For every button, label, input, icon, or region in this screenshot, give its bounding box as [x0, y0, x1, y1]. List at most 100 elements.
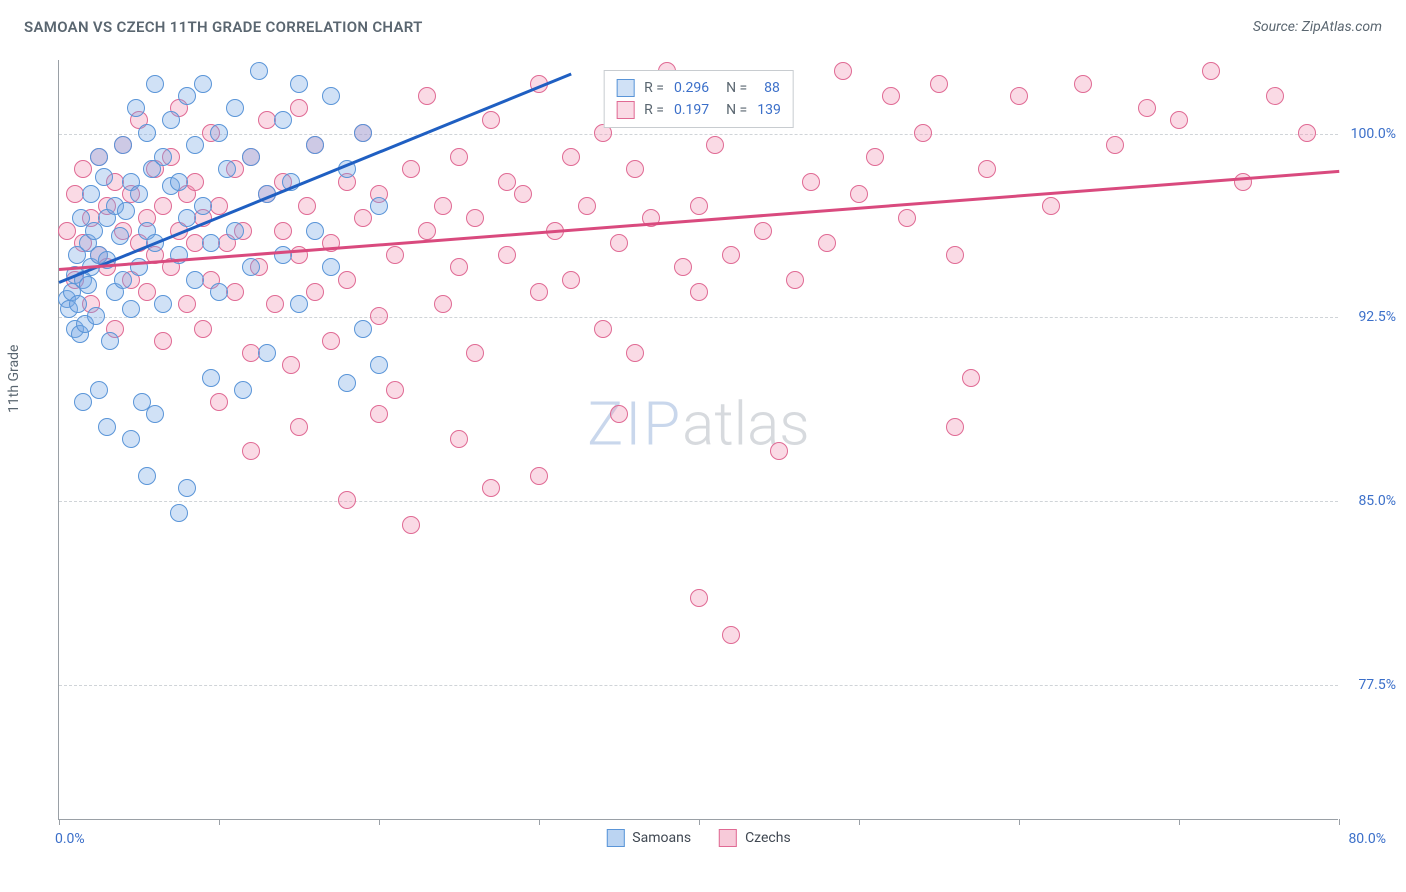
scatter-point	[154, 197, 172, 215]
scatter-point	[674, 258, 692, 276]
scatter-point	[138, 467, 156, 485]
scatter-point	[58, 222, 76, 240]
scatter-point	[418, 222, 436, 240]
scatter-point	[514, 185, 532, 203]
scatter-point	[610, 234, 628, 252]
scatter-point	[706, 136, 724, 154]
scatter-point	[498, 173, 516, 191]
scatter-point	[226, 222, 244, 240]
scatter-point	[450, 258, 468, 276]
scatter-point	[722, 626, 740, 644]
scatter-point	[770, 442, 788, 460]
scatter-point	[274, 246, 292, 264]
scatter-point	[202, 234, 220, 252]
scatter-point	[242, 258, 260, 276]
scatter-point	[1106, 136, 1124, 154]
scatter-point	[274, 111, 292, 129]
scatter-point	[754, 222, 772, 240]
scatter-point	[1202, 62, 1220, 80]
scatter-point	[338, 491, 356, 509]
scatter-point	[450, 148, 468, 166]
scatter-point	[562, 271, 580, 289]
scatter-point	[122, 300, 140, 318]
scatter-point	[98, 418, 116, 436]
scatter-point	[274, 222, 292, 240]
scatter-point	[370, 197, 388, 215]
scatter-point	[1170, 111, 1188, 129]
scatter-point	[234, 381, 252, 399]
scatter-point	[370, 307, 388, 325]
scatter-point	[866, 148, 884, 166]
scatter-point	[946, 246, 964, 264]
scatter-point	[882, 87, 900, 105]
swatch-icon	[606, 829, 624, 847]
x-tick-mark	[699, 819, 700, 825]
scatter-point	[786, 271, 804, 289]
scatter-point	[101, 332, 119, 350]
legend-label-samoans: Samoans	[632, 830, 691, 846]
scatter-point	[194, 75, 212, 93]
scatter-point	[418, 87, 436, 105]
stat-label-n: N =	[719, 99, 747, 121]
x-min-label: 0.0%	[55, 831, 85, 847]
scatter-point	[186, 173, 204, 191]
scatter-point	[978, 160, 996, 178]
y-axis-label: 11th Grade	[6, 345, 22, 413]
scatter-point	[482, 111, 500, 129]
scatter-point	[226, 99, 244, 117]
scatter-point	[626, 344, 644, 362]
scatter-point	[170, 173, 188, 191]
scatter-point	[466, 344, 484, 362]
scatter-point	[90, 381, 108, 399]
scatter-point	[117, 202, 135, 220]
scatter-point	[210, 393, 228, 411]
stat-n-czechs: 139	[757, 99, 781, 121]
scatter-point	[258, 344, 276, 362]
stat-label-r: R =	[644, 77, 664, 99]
scatter-point	[146, 405, 164, 423]
x-tick-mark	[219, 819, 220, 825]
scatter-point	[338, 374, 356, 392]
stat-label-r: R =	[644, 99, 664, 121]
scatter-point	[1266, 87, 1284, 105]
scatter-point	[466, 209, 484, 227]
legend-item-czechs: Czechs	[719, 829, 791, 847]
stat-r-samoans: 0.296	[674, 77, 709, 99]
gridline	[59, 134, 1338, 135]
scatter-point	[834, 62, 852, 80]
scatter-point	[154, 332, 172, 350]
x-tick-mark	[1179, 819, 1180, 825]
scatter-point	[170, 504, 188, 522]
y-tick-label: 100.0%	[1351, 126, 1396, 142]
scatter-point	[306, 283, 324, 301]
legend-bottom: Samoans Czechs	[606, 829, 790, 847]
scatter-point	[482, 479, 500, 497]
scatter-point	[122, 430, 140, 448]
scatter-point	[690, 197, 708, 215]
scatter-point	[210, 283, 228, 301]
scatter-point	[290, 295, 308, 313]
scatter-point	[322, 258, 340, 276]
scatter-point	[146, 75, 164, 93]
scatter-point	[1010, 87, 1028, 105]
legend-item-samoans: Samoans	[606, 829, 691, 847]
scatter-point	[914, 124, 932, 142]
scatter-point	[266, 295, 284, 313]
swatch-samoans	[616, 79, 634, 97]
scatter-point	[186, 271, 204, 289]
scatter-point	[154, 148, 172, 166]
scatter-point	[130, 185, 148, 203]
scatter-point	[850, 185, 868, 203]
scatter-point	[290, 75, 308, 93]
header: SAMOAN VS CZECH 11TH GRADE CORRELATION C…	[0, 0, 1406, 44]
watermark-part2: atlas	[682, 389, 810, 460]
x-max-label: 80.0%	[1348, 831, 1386, 847]
scatter-point	[154, 295, 172, 313]
scatter-point	[722, 246, 740, 264]
scatter-point	[178, 295, 196, 313]
scatter-point	[1042, 197, 1060, 215]
source-label: Source: ZipAtlas.com	[1253, 19, 1382, 35]
scatter-point	[594, 320, 612, 338]
scatter-point	[74, 393, 92, 411]
scatter-point	[562, 148, 580, 166]
